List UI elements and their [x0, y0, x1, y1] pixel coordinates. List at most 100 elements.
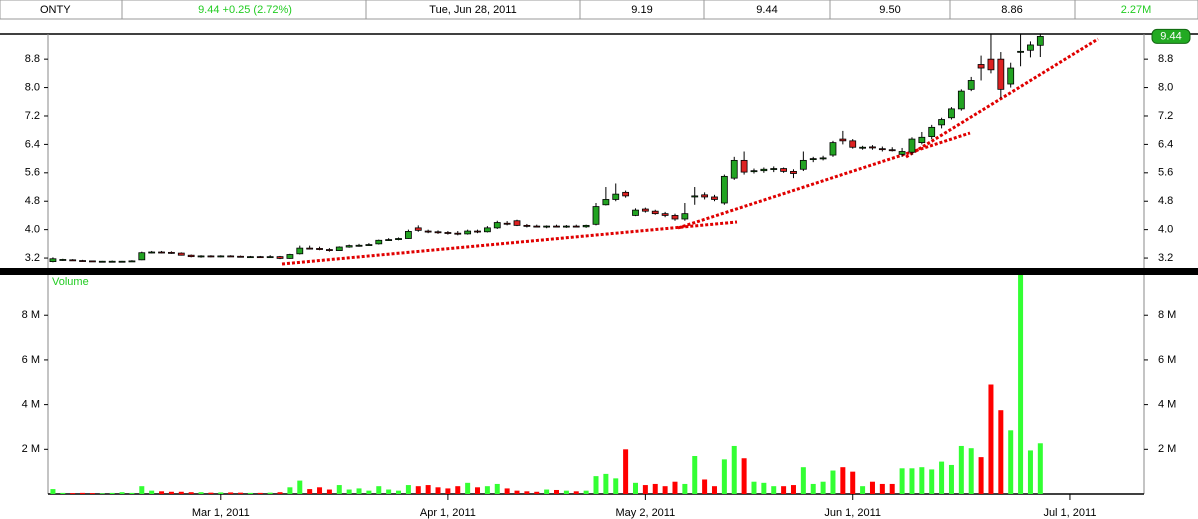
- volume-bar: [800, 467, 806, 494]
- y-tick-label-right: 8.8: [1158, 53, 1173, 65]
- volume-bar: [178, 491, 184, 494]
- volume-bar: [563, 490, 569, 494]
- volume-tick-label-right: 6 M: [1158, 354, 1176, 366]
- candle-body: [809, 158, 817, 161]
- volume-bar: [445, 488, 451, 494]
- volume-bar: [603, 473, 609, 494]
- volume-bar: [850, 471, 856, 494]
- x-tick-label: Jun 1, 2011: [824, 507, 881, 519]
- volume-tick-label-right: 4 M: [1158, 399, 1176, 411]
- candle-body: [977, 64, 985, 69]
- candle-body: [957, 90, 965, 110]
- volume-bar: [425, 485, 431, 494]
- candle-body: [187, 254, 195, 258]
- volume-bar: [613, 478, 619, 494]
- header-volume: 2.27M: [1121, 4, 1152, 16]
- volume-bar: [198, 492, 204, 494]
- candle-body: [483, 227, 491, 233]
- volume-bar: [978, 457, 984, 494]
- volume-bar: [820, 481, 826, 494]
- volume-bar: [159, 491, 165, 494]
- volume-bar: [751, 481, 757, 494]
- volume-bar: [1018, 275, 1024, 494]
- candle-body: [948, 108, 955, 119]
- volume-bar: [968, 448, 974, 494]
- volume-bar: [317, 487, 323, 494]
- volume-bar: [761, 482, 767, 494]
- volume-bar: [948, 464, 954, 494]
- header-bar: [0, 0, 1198, 20]
- volume-bar: [702, 479, 708, 494]
- volume-bar: [998, 410, 1004, 494]
- candle-body: [256, 256, 264, 259]
- last-price-label: 9.44: [1160, 30, 1181, 42]
- volume-bar: [632, 482, 638, 494]
- candle-body: [928, 126, 936, 137]
- volume-bar: [218, 492, 224, 494]
- volume-bar: [247, 492, 253, 494]
- candle-body: [503, 222, 511, 225]
- volume-bar: [781, 486, 787, 494]
- x-tick-label: Mar 1, 2011: [192, 507, 250, 519]
- volume-tick-label-right: 2 M: [1158, 443, 1176, 455]
- x-tick-label: May 2, 2011: [616, 507, 676, 519]
- candle-body: [671, 215, 679, 220]
- volume-bar: [682, 483, 688, 494]
- candle-body: [878, 148, 886, 151]
- trend-lines: [281, 37, 1099, 266]
- candle-body: [780, 168, 788, 172]
- volume-bar: [405, 485, 411, 494]
- candle-body: [661, 213, 669, 216]
- volume-bar: [504, 488, 510, 494]
- candle-body: [138, 252, 146, 261]
- volume-bar: [810, 483, 816, 494]
- volume-bar: [336, 485, 342, 494]
- volume-bar: [494, 483, 500, 494]
- volume-bar: [544, 489, 550, 494]
- volume-bar: [297, 480, 303, 494]
- y-tick-label: 4.0: [25, 224, 40, 236]
- volume-bar: [277, 492, 283, 494]
- candle-body: [898, 151, 906, 155]
- volume-bar: [652, 483, 658, 494]
- candle-body: [335, 246, 343, 251]
- volume-bar: [484, 486, 490, 494]
- volume-bar: [988, 384, 994, 494]
- candle-body: [938, 119, 945, 126]
- candle-body: [908, 138, 916, 153]
- candle-body: [839, 138, 847, 142]
- y-tick-label-right: 6.4: [1158, 138, 1173, 150]
- y-tick-label-right: 4.0: [1158, 224, 1173, 236]
- candle-body: [819, 157, 827, 160]
- candle-body: [326, 249, 333, 251]
- candle-body: [701, 194, 709, 198]
- candle-body: [158, 251, 165, 254]
- header-change: 9.44 +0.25 (2.72%): [198, 4, 292, 16]
- candle-body: [385, 239, 393, 241]
- volume-bar: [139, 486, 145, 494]
- candle-body: [345, 245, 353, 248]
- candle-body: [296, 247, 304, 255]
- candle-body: [997, 58, 1005, 90]
- candle-body: [148, 251, 156, 254]
- volume-bar: [267, 492, 273, 494]
- volume-bar: [623, 449, 629, 494]
- volume-bar: [899, 468, 905, 494]
- volume-bar: [1008, 430, 1014, 494]
- candle-body: [237, 255, 244, 258]
- candle-body: [681, 213, 689, 220]
- candle-body: [1027, 44, 1034, 51]
- volume-bar: [50, 489, 56, 494]
- volume-bar: [662, 486, 668, 494]
- candle-body: [365, 244, 373, 246]
- volume-bar: [919, 467, 925, 494]
- volume-bar: [692, 456, 698, 494]
- header-dividers: [121, 0, 1076, 19]
- candle-body: [128, 260, 136, 263]
- volume-bar: [642, 485, 648, 494]
- candle-body: [424, 230, 432, 233]
- candle-body: [1036, 36, 1044, 46]
- panel-separator: [0, 268, 1198, 275]
- candle-body: [720, 175, 728, 204]
